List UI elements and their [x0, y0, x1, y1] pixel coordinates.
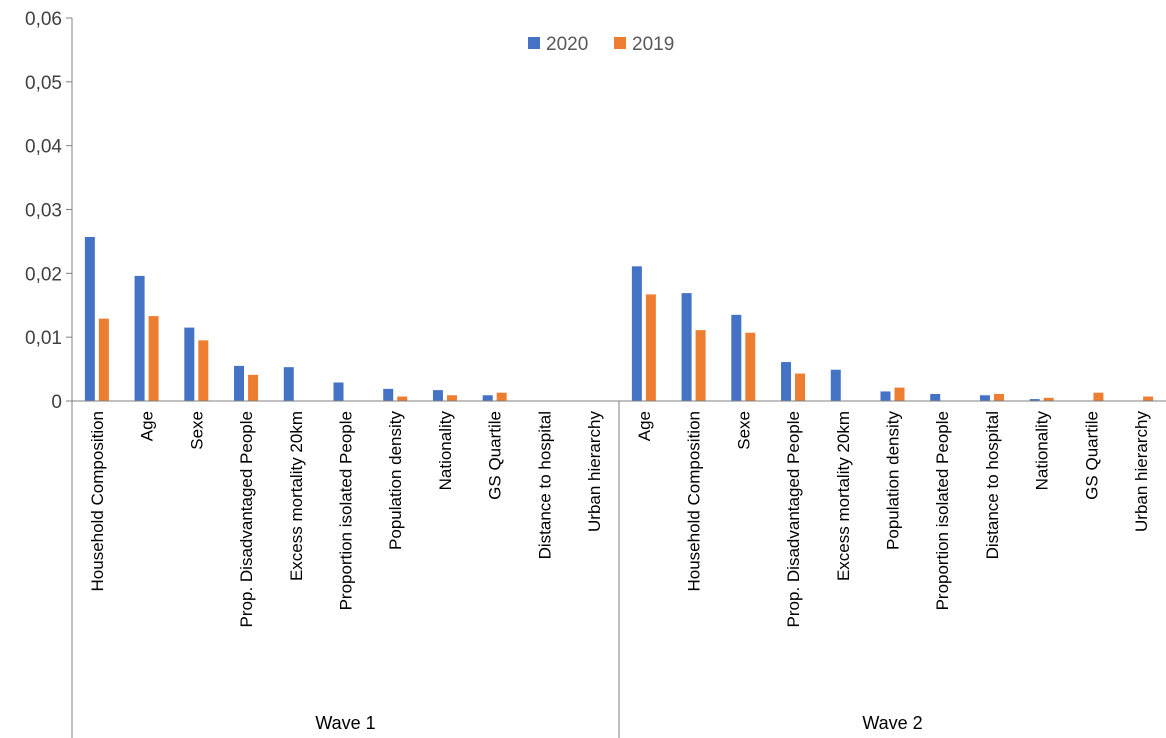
labels-layer: 0 0,01 0,02 0,03 0,04 0,05 0,06 Household Compo… — [25, 9, 1151, 733]
category-label: Proportion isolated People — [933, 411, 952, 610]
category-label: Excess mortality 20km — [834, 411, 853, 581]
y-tick-label: 0,01 — [25, 328, 62, 349]
y-tick-label: 0,04 — [25, 137, 62, 158]
bar-2020 — [84, 236, 95, 401]
legend: 2020 2019 — [528, 34, 674, 55]
category-label: Excess mortality 20km — [287, 411, 306, 581]
bar-2019 — [397, 396, 408, 401]
bar-2019 — [1043, 397, 1054, 401]
category-label: Age — [635, 411, 654, 441]
y-tick-label: 0,06 — [25, 9, 62, 30]
legend-label: 2019 — [632, 34, 674, 55]
category-label: Nationality — [436, 411, 455, 491]
bar-2019 — [745, 332, 756, 401]
category-label: Nationality — [1033, 411, 1052, 491]
legend-label: 2020 — [546, 34, 588, 55]
category-label: Age — [138, 411, 157, 441]
category-label: GS Quartile — [1082, 411, 1101, 500]
bar-2019 — [1093, 392, 1104, 401]
bar-2019 — [148, 316, 159, 401]
category-label: Household Composition — [685, 411, 704, 592]
y-tick-label: 0,05 — [25, 73, 62, 94]
axes-layer — [66, 17, 1166, 738]
y-tick-label: 0,03 — [25, 201, 62, 222]
group-label: Wave 1 — [315, 713, 375, 733]
bar-2020 — [681, 293, 692, 401]
bar-2019 — [248, 374, 259, 401]
category-label: Urban hierarchy — [585, 411, 604, 532]
bar-2020 — [631, 266, 642, 401]
bar-2019 — [198, 340, 209, 401]
category-label: Proportion isolated People — [337, 411, 356, 610]
bar-2019 — [795, 373, 806, 401]
category-label: Population density — [386, 411, 405, 550]
category-label: Sexe — [734, 411, 753, 450]
bar-2020 — [1029, 399, 1040, 401]
y-tick-label: 0,02 — [25, 264, 62, 285]
category-label: Distance to hospital — [983, 411, 1002, 559]
bar-2020 — [432, 390, 443, 401]
bars-layer — [84, 236, 1154, 401]
bar-2020 — [184, 327, 195, 401]
category-label: Prop. Disadvantaged People — [237, 411, 256, 627]
bar-2020 — [830, 369, 841, 401]
bar-2019 — [1143, 396, 1154, 401]
bar-2019 — [645, 294, 656, 401]
bar-2020 — [283, 367, 294, 401]
legend-swatch — [528, 37, 540, 49]
bar-2020 — [234, 365, 245, 401]
bar-2020 — [979, 395, 990, 401]
y-tick-label: 0 — [51, 392, 62, 413]
category-label: Distance to hospital — [535, 411, 554, 559]
category-label: Urban hierarchy — [1132, 411, 1151, 532]
category-label: Household Composition — [88, 411, 107, 592]
bar-2020 — [731, 314, 742, 401]
bar-2019 — [993, 393, 1004, 401]
bar-2020 — [333, 382, 344, 401]
category-label: Sexe — [187, 411, 206, 450]
legend-swatch — [614, 37, 626, 49]
bar-2020 — [880, 391, 891, 401]
bar-2019 — [98, 318, 109, 401]
bar-2019 — [695, 330, 706, 401]
bar-2020 — [383, 388, 394, 401]
bar-2019 — [446, 395, 457, 401]
group-label: Wave 2 — [862, 713, 922, 733]
bar-2020 — [482, 395, 493, 401]
category-label: Population density — [884, 411, 903, 550]
bar-2020 — [134, 275, 145, 401]
bar-2019 — [894, 387, 905, 401]
category-label: GS Quartile — [486, 411, 505, 500]
bar-2020 — [930, 393, 941, 401]
bar-2019 — [496, 392, 507, 401]
bar-2020 — [781, 362, 792, 401]
category-label: Prop. Disadvantaged People — [784, 411, 803, 627]
